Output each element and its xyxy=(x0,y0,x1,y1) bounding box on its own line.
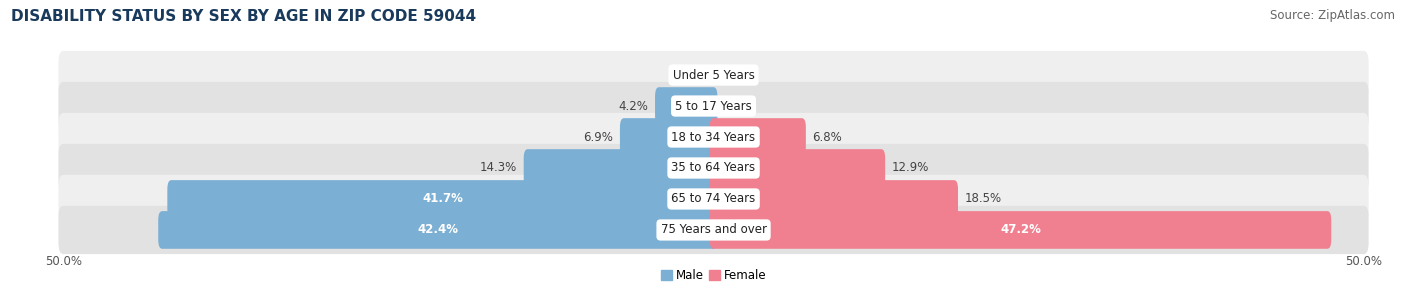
FancyBboxPatch shape xyxy=(655,87,717,125)
Text: 6.8%: 6.8% xyxy=(813,131,842,144)
Text: 0.0%: 0.0% xyxy=(671,69,700,81)
Text: 65 to 74 Years: 65 to 74 Years xyxy=(672,192,755,206)
Text: 18 to 34 Years: 18 to 34 Years xyxy=(672,131,755,144)
FancyBboxPatch shape xyxy=(59,51,1368,99)
Text: 47.2%: 47.2% xyxy=(1000,224,1040,236)
Text: 35 to 64 Years: 35 to 64 Years xyxy=(672,161,755,174)
Text: Source: ZipAtlas.com: Source: ZipAtlas.com xyxy=(1270,9,1395,22)
Text: 42.4%: 42.4% xyxy=(418,224,458,236)
Text: 41.7%: 41.7% xyxy=(422,192,463,206)
Legend: Male, Female: Male, Female xyxy=(655,265,772,287)
FancyBboxPatch shape xyxy=(59,113,1368,161)
FancyBboxPatch shape xyxy=(710,180,957,218)
FancyBboxPatch shape xyxy=(59,175,1368,223)
Text: DISABILITY STATUS BY SEX BY AGE IN ZIP CODE 59044: DISABILITY STATUS BY SEX BY AGE IN ZIP C… xyxy=(11,9,477,24)
Text: 12.9%: 12.9% xyxy=(891,161,929,174)
FancyBboxPatch shape xyxy=(710,149,886,187)
FancyBboxPatch shape xyxy=(159,211,717,249)
FancyBboxPatch shape xyxy=(59,206,1368,254)
Text: 5 to 17 Years: 5 to 17 Years xyxy=(675,99,752,113)
FancyBboxPatch shape xyxy=(710,211,1331,249)
Text: 18.5%: 18.5% xyxy=(965,192,1001,206)
FancyBboxPatch shape xyxy=(523,149,717,187)
Text: 75 Years and over: 75 Years and over xyxy=(661,224,766,236)
Text: 0.0%: 0.0% xyxy=(727,69,756,81)
Text: 0.0%: 0.0% xyxy=(727,99,756,113)
FancyBboxPatch shape xyxy=(59,82,1368,130)
Text: 4.2%: 4.2% xyxy=(619,99,648,113)
Text: 14.3%: 14.3% xyxy=(479,161,517,174)
FancyBboxPatch shape xyxy=(59,144,1368,192)
Text: 6.9%: 6.9% xyxy=(583,131,613,144)
FancyBboxPatch shape xyxy=(710,118,806,156)
FancyBboxPatch shape xyxy=(167,180,717,218)
FancyBboxPatch shape xyxy=(620,118,717,156)
Text: Under 5 Years: Under 5 Years xyxy=(672,69,755,81)
